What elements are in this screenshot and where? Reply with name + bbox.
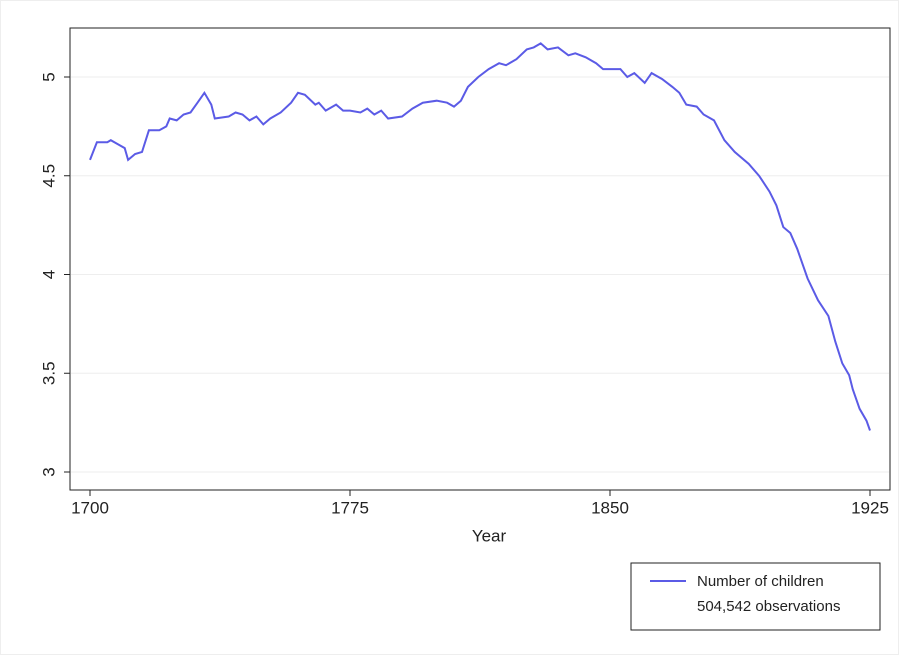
x-tick-label: 1925	[851, 498, 889, 517]
x-tick-label: 1775	[331, 498, 369, 517]
data-line	[89, 42, 871, 431]
y-tick-label: 3	[39, 467, 58, 476]
plot-frame	[69, 27, 891, 491]
x-tick-label: 1700	[71, 498, 109, 517]
legend-box	[630, 562, 881, 631]
legend-label: Number of children	[697, 573, 824, 590]
x-axis-label: Year	[472, 526, 507, 545]
y-tick-label: 5	[39, 72, 58, 81]
x-tick-label: 1850	[591, 498, 629, 517]
y-tick-label: 3.5	[39, 361, 58, 385]
y-tick-label: 4.5	[39, 164, 58, 188]
legend-note: 504,542 observations	[697, 598, 840, 615]
y-tick-label: 4	[39, 270, 58, 279]
